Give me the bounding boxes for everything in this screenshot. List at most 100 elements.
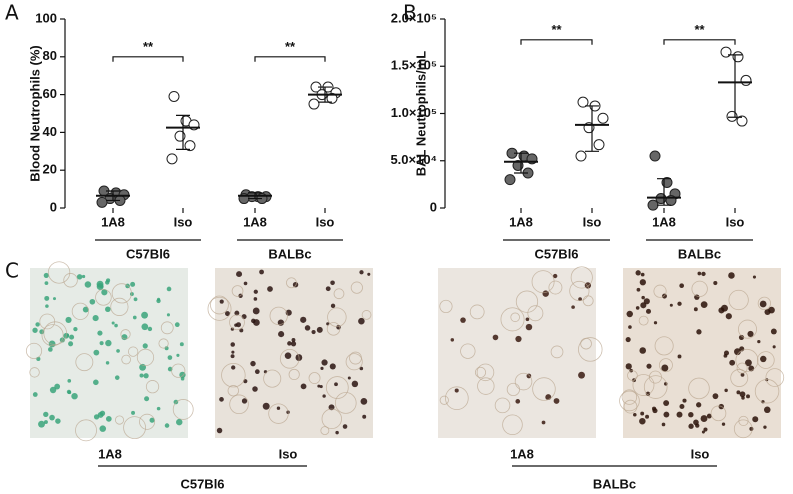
cell <box>741 396 745 400</box>
cell <box>144 396 150 402</box>
tissue <box>345 353 363 371</box>
tissue <box>548 280 563 295</box>
group-label: C57Bl6 <box>126 246 170 261</box>
cell <box>292 281 299 288</box>
cell <box>276 406 281 410</box>
histology-image <box>619 268 785 439</box>
group-label: BALBc <box>678 246 721 261</box>
tissue <box>39 313 56 330</box>
histology-image <box>207 268 373 438</box>
cell <box>696 402 702 408</box>
tissue <box>123 416 146 440</box>
cell <box>640 411 645 416</box>
cell <box>700 301 708 308</box>
x-tick-label: 1A8 <box>101 214 125 229</box>
cell <box>454 388 459 393</box>
cell <box>360 398 368 405</box>
image-label: 1A8 <box>98 446 122 461</box>
cell <box>734 348 741 356</box>
significance-label: ** <box>551 22 562 37</box>
cell <box>49 386 57 394</box>
tissue <box>500 307 525 332</box>
tissue <box>171 363 186 378</box>
cell <box>311 329 316 335</box>
cell <box>643 298 650 305</box>
cell <box>701 430 705 434</box>
cell <box>334 382 338 387</box>
cell <box>729 359 736 366</box>
cell <box>450 338 455 342</box>
data-point <box>308 98 320 110</box>
cell <box>101 289 108 296</box>
tissue <box>221 362 246 388</box>
tissue <box>121 354 131 365</box>
cell <box>174 322 180 328</box>
tissue <box>728 289 749 311</box>
cell <box>32 327 38 333</box>
significance-bracket <box>663 39 736 45</box>
cell <box>625 336 631 343</box>
cell <box>746 394 750 399</box>
cell <box>105 361 110 365</box>
cell <box>230 342 235 347</box>
cell <box>677 354 682 359</box>
cell <box>69 334 75 340</box>
cell <box>55 418 61 424</box>
cell <box>679 283 685 289</box>
cell <box>525 317 530 322</box>
cell <box>553 398 560 404</box>
significance-label: ** <box>285 39 296 54</box>
cell <box>241 398 248 404</box>
x-tick-label: 1A8 <box>509 214 533 229</box>
tissue <box>643 375 668 399</box>
error-bar <box>514 152 528 174</box>
cell <box>129 292 134 296</box>
cell <box>111 321 115 325</box>
cell <box>635 306 640 310</box>
panel-label: C <box>5 259 19 283</box>
tissue <box>110 297 129 316</box>
tissue <box>514 372 533 391</box>
cell <box>143 373 149 379</box>
tissue <box>227 385 239 397</box>
cell <box>216 427 223 434</box>
x-tick-label: 1A8 <box>243 214 267 229</box>
tissue <box>172 399 194 420</box>
cell <box>164 423 170 428</box>
data-point <box>740 74 752 86</box>
cell <box>278 331 285 338</box>
tissue <box>754 379 780 404</box>
cell <box>696 329 702 335</box>
cell <box>725 313 732 320</box>
significance-bracket <box>112 56 184 62</box>
cell <box>757 340 761 344</box>
cell <box>82 306 89 313</box>
tissue <box>494 397 511 414</box>
tissue <box>120 329 131 340</box>
cell <box>713 280 718 286</box>
tissue <box>231 285 244 297</box>
cell <box>167 355 173 360</box>
cell <box>68 341 74 347</box>
cell <box>752 275 757 279</box>
image-background <box>623 268 781 438</box>
tissue <box>229 314 245 331</box>
cell <box>526 373 532 379</box>
tissue <box>735 348 759 372</box>
y-tick-label: 0 <box>50 199 57 214</box>
significance-bracket <box>254 56 326 62</box>
cell <box>739 391 746 398</box>
panel-label: B <box>403 1 417 25</box>
cell <box>688 411 694 418</box>
image-background <box>438 268 596 438</box>
cell <box>284 352 292 359</box>
image-label: Iso <box>691 446 710 461</box>
tissue <box>691 280 708 298</box>
cell <box>65 316 72 324</box>
cell <box>176 418 183 426</box>
cell <box>749 426 754 431</box>
error-bar <box>585 105 599 152</box>
cell <box>141 323 149 331</box>
cell <box>236 271 243 278</box>
cell <box>142 343 148 349</box>
